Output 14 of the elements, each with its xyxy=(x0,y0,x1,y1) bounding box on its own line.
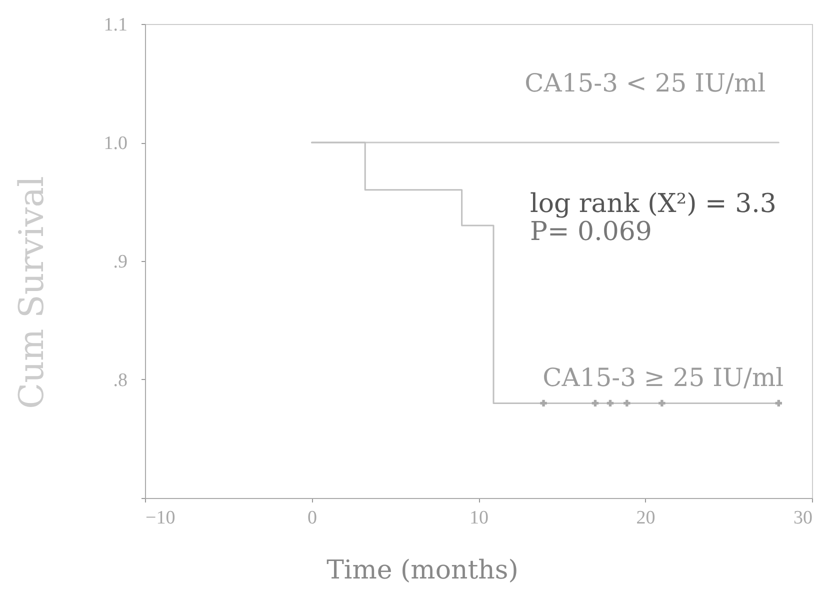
y-tick-label: .9 xyxy=(113,252,128,272)
annotation: P= 0.069 xyxy=(530,217,652,247)
series-label: CA15-3 < 25 IU/ml xyxy=(524,68,766,98)
x-tick-label: −10 xyxy=(146,508,176,528)
x-axis-title: Time (months) xyxy=(326,556,518,586)
annotation: log rank (X²) = 3.3 xyxy=(530,189,776,219)
x-tick-label: 0 xyxy=(308,508,317,528)
y-tick-label: 1.0 xyxy=(104,133,128,154)
x-tick-label: 20 xyxy=(636,508,656,528)
series-label: CA15-3 ≥ 25 IU/ml xyxy=(542,363,784,392)
y-tick-label: 1.1 xyxy=(104,14,128,36)
x-tick-label: 30 xyxy=(794,508,812,528)
x-tick-label: 10 xyxy=(470,508,488,528)
y-tick-label: .8 xyxy=(113,370,128,391)
